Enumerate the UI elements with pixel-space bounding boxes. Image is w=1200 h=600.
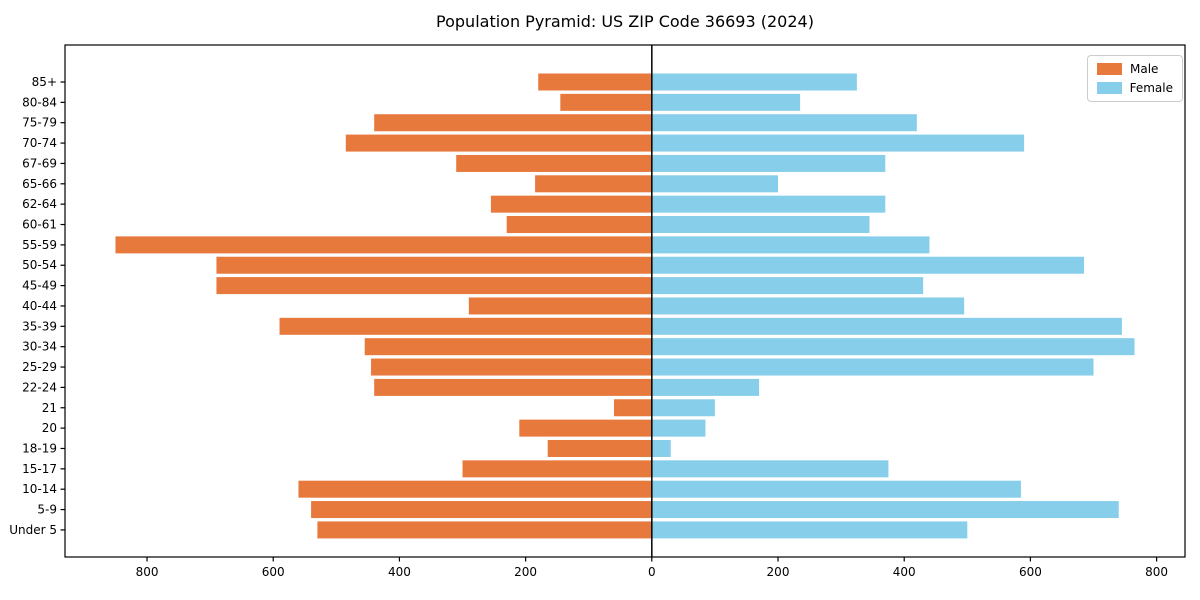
female-legend-swatch	[1097, 82, 1122, 94]
x-tick-label: 800	[1145, 565, 1168, 579]
bar-male-45-49	[216, 277, 652, 295]
y-tick-label-21: 21	[42, 401, 57, 415]
bar-male-22-24	[374, 378, 652, 396]
bar-female-5-9	[651, 501, 1119, 519]
y-tick-label-75-79: 75-79	[22, 116, 57, 130]
x-tick-label: 0	[648, 565, 656, 579]
bar-male-35-39	[279, 317, 652, 335]
bar-male-21	[613, 399, 652, 417]
x-tick-label: 800	[136, 565, 159, 579]
bar-male-67-69	[456, 154, 652, 172]
y-tick-label-under-5: Under 5	[9, 523, 57, 537]
bar-male-15-17	[462, 460, 652, 478]
bar-male-40-44	[468, 297, 652, 315]
bar-female-25-29	[651, 358, 1094, 376]
axes-border	[64, 44, 1186, 558]
y-tick-label-20: 20	[42, 421, 57, 435]
y-tick-label-67-69: 67-69	[22, 156, 57, 170]
bar-male-55-59	[115, 236, 652, 254]
chart-title: Population Pyramid: US ZIP Code 36693 (2…	[436, 12, 814, 31]
x-tick-label: 400	[893, 565, 916, 579]
y-tick-label-55-59: 55-59	[22, 238, 57, 252]
bar-male-5-9	[311, 501, 652, 519]
male-legend-label: Male	[1130, 62, 1159, 76]
legend: Male Female	[1087, 55, 1183, 102]
bar-female-under-5	[651, 521, 968, 539]
y-tick-label-35-39: 35-39	[22, 319, 57, 333]
y-tick-label-80-84: 80-84	[22, 95, 57, 109]
male-legend-swatch	[1097, 63, 1122, 75]
bar-female-80-84	[651, 93, 801, 111]
bar-male-60-61	[506, 216, 652, 234]
bar-female-70-74	[651, 134, 1025, 152]
bar-male-30-34	[364, 338, 652, 356]
bar-female-30-34	[651, 338, 1135, 356]
bar-female-45-49	[651, 277, 924, 295]
bar-male-20	[519, 419, 652, 437]
bar-female-85plus	[651, 73, 857, 91]
y-tick-label-65-66: 65-66	[22, 177, 57, 191]
legend-item-female: Female	[1097, 82, 1173, 94]
x-tick-label: 200	[767, 565, 790, 579]
bar-male-85plus	[538, 73, 652, 91]
bar-male-75-79	[374, 114, 652, 132]
y-tick-label-5-9: 5-9	[37, 503, 57, 517]
bar-female-35-39	[651, 317, 1122, 335]
x-tick-label: 600	[262, 565, 285, 579]
bar-female-50-54	[651, 256, 1085, 274]
y-tick-label-50-54: 50-54	[22, 258, 57, 272]
x-tick-label: 400	[388, 565, 411, 579]
bar-male-25-29	[371, 358, 652, 376]
y-tick-label-60-61: 60-61	[22, 218, 57, 232]
y-tick-label-70-74: 70-74	[22, 136, 57, 150]
bar-male-65-66	[535, 175, 652, 193]
bar-female-60-61	[651, 216, 870, 234]
bar-male-70-74	[345, 134, 652, 152]
bar-female-75-79	[651, 114, 917, 132]
bar-male-18-19	[547, 439, 652, 457]
y-tick-label-45-49: 45-49	[22, 279, 57, 293]
y-tick-label-62-64: 62-64	[22, 197, 57, 211]
bar-male-10-14	[298, 480, 652, 498]
y-tick-label-18-19: 18-19	[22, 441, 57, 455]
bar-female-15-17	[651, 460, 889, 478]
bar-female-20	[651, 419, 706, 437]
y-tick-label-85plus: 85+	[32, 75, 57, 89]
x-tick-label: 600	[1019, 565, 1042, 579]
x-tick-label: 200	[514, 565, 537, 579]
y-tick-label-22-24: 22-24	[22, 380, 57, 394]
bar-male-under-5	[317, 521, 652, 539]
bar-female-18-19	[651, 439, 671, 457]
y-tick-label-30-34: 30-34	[22, 340, 57, 354]
bar-female-22-24	[651, 378, 760, 396]
bar-female-67-69	[651, 154, 886, 172]
legend-item-male: Male	[1097, 63, 1173, 75]
y-tick-label-10-14: 10-14	[22, 482, 57, 496]
bar-female-65-66	[651, 175, 779, 193]
bar-female-40-44	[651, 297, 965, 315]
bar-male-80-84	[560, 93, 652, 111]
bar-female-10-14	[651, 480, 1021, 498]
bar-female-55-59	[651, 236, 930, 254]
y-tick-label-40-44: 40-44	[22, 299, 57, 313]
bar-female-21	[651, 399, 715, 417]
y-tick-label-15-17: 15-17	[22, 462, 57, 476]
bar-female-62-64	[651, 195, 886, 213]
y-tick-label-25-29: 25-29	[22, 360, 57, 374]
bar-male-50-54	[216, 256, 652, 274]
female-legend-label: Female	[1129, 81, 1173, 95]
bar-male-62-64	[490, 195, 652, 213]
